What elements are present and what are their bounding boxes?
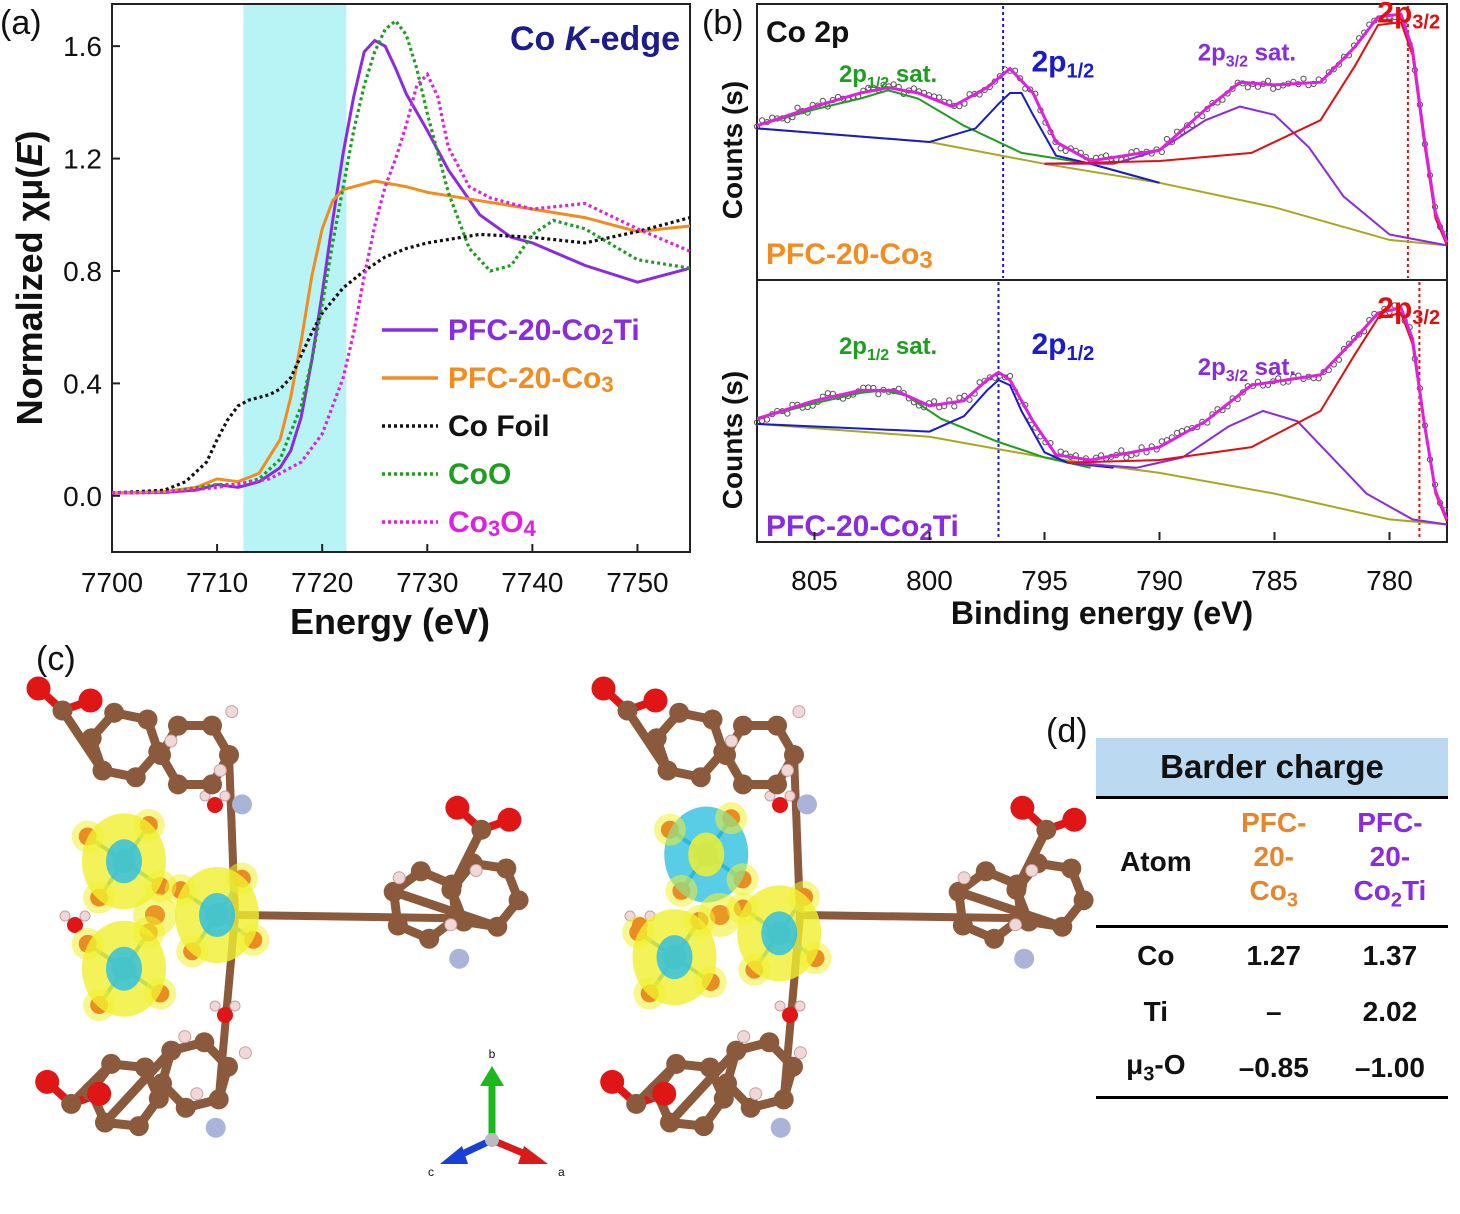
- data-point: [1301, 76, 1306, 81]
- axis-label-b: b: [489, 1047, 496, 1061]
- sample-label: PFC-20-Co3: [766, 238, 933, 274]
- peak-annotation: 2p3/2: [1377, 292, 1440, 329]
- xps-subplot-1: 2p1/2 sat. 2p1/2 2p3/2 sat. 2p3/2 PFC-20-Co2…: [754, 282, 1447, 546]
- x-tick-label: 780: [1366, 565, 1413, 596]
- legend-entry: Co3O4: [448, 506, 537, 541]
- y-axis-label-b-top: Counts (s): [717, 81, 748, 219]
- y-tick-label: 1.2: [63, 144, 102, 175]
- x-tick-label: 7700: [81, 567, 143, 598]
- panel-c-charge-density: (c) b c a: [27, 640, 1094, 1179]
- table-header: Barder charge: [1096, 738, 1448, 799]
- axis-label-c: c: [428, 1165, 434, 1179]
- bader-charge-table: Barder charge Atom PFC- 20- Co3 PFC- 20-…: [1096, 738, 1448, 1099]
- atom-cell: Co: [1096, 927, 1216, 985]
- legend-entry: CoO: [448, 458, 511, 491]
- y-axis-label-b-bottom: Counts (s): [717, 371, 748, 509]
- data-point: [795, 105, 800, 110]
- x-axis-label-a: Energy (eV): [290, 601, 490, 642]
- x-tick-label: 785: [1251, 565, 1298, 596]
- value-cell: –1.00: [1332, 1040, 1448, 1098]
- data-point: [825, 391, 830, 396]
- fit-component-3: [1068, 411, 1448, 525]
- plot-frame-a: [112, 4, 690, 552]
- peak-annotation: 2p3/2 sat.: [1198, 39, 1296, 70]
- value-cell: –: [1216, 984, 1332, 1040]
- series-group-a: [112, 21, 690, 493]
- value-cell: 2.02: [1332, 984, 1448, 1040]
- raw-data-points: [754, 14, 1447, 237]
- panel-label-c: (c): [36, 640, 76, 678]
- legend-entry: PFC-20-Co3: [448, 362, 614, 397]
- column-pfc-20-co2ti: PFC- 20- Co2Ti: [1332, 799, 1448, 927]
- fit-component-3: [1045, 107, 1448, 246]
- y-tick-label: 1.6: [63, 31, 102, 62]
- peak-annotation: 2p3/2 sat.: [1198, 354, 1296, 385]
- data-point: [1119, 448, 1124, 453]
- data-point: [765, 417, 770, 422]
- xps-subplot-0: 2p1/2 sat. 2p1/2 2p3/2 sat. 2p3/2 PFC-20-Co3: [754, 0, 1447, 278]
- table-row: Ti – 2.02: [1096, 984, 1448, 1040]
- crystal-axes-triad: b c a: [428, 1047, 565, 1179]
- x-tick-label: 805: [791, 565, 838, 596]
- data-point: [957, 395, 962, 400]
- table-column-header-row: Atom PFC- 20- Co3 PFC- 20- Co2Ti: [1096, 799, 1448, 927]
- x-tick-label: 7730: [396, 567, 458, 598]
- x-tick-label: 7740: [501, 567, 563, 598]
- table-row: μ3-O –0.85 –1.00: [1096, 1040, 1448, 1098]
- x-tick-label: 7710: [186, 567, 248, 598]
- table-row: Co 1.27 1.37: [1096, 927, 1448, 985]
- atom-cell: Ti: [1096, 984, 1216, 1040]
- value-cell: –0.85: [1216, 1040, 1332, 1098]
- column-pfc-20-co3: PFC- 20- Co3: [1216, 799, 1332, 927]
- sample-label: PFC-20-Co2Ti: [766, 510, 959, 546]
- data-point: [952, 404, 957, 409]
- legend-entry: PFC-20-Co2Ti: [448, 314, 640, 349]
- value-cell: 1.37: [1332, 927, 1448, 985]
- y-axis-label-a: Normalized χμ(E): [9, 131, 50, 426]
- x-tick-label: 790: [1136, 565, 1183, 596]
- series-line-2: [112, 218, 690, 493]
- panel-a-xanes-chart: (a) 7700 7710 7720 7730 7740 7750 0.0 0.4 0.8 1.…: [0, 4, 690, 642]
- xps-subplots: 2p1/2 sat. 2p1/2 2p3/2 sat. 2p3/2 PFC-20-Co3…: [754, 0, 1447, 546]
- legend-a: PFC-20-Co2Ti PFC-20-Co3 Co Foil CoO Co3O4: [382, 314, 640, 541]
- peak-annotation: 2p1/2 sat.: [839, 333, 937, 364]
- fit-component-0: [757, 128, 1447, 245]
- panel-b-xps-chart: (b) 2p1/2 sat. 2p1/2 2p3/2 sat. 2p3/2 PFC-20…: [702, 0, 1448, 631]
- panel-label-a: (a): [0, 4, 42, 42]
- value-cell: 1.27: [1216, 927, 1332, 985]
- molecular-structure-right: [592, 677, 1094, 1138]
- data-point: [1266, 78, 1271, 83]
- data-point: [1124, 455, 1129, 460]
- peak-annotation: 2p1/2: [1031, 45, 1094, 82]
- y-tick-label: 0.8: [63, 256, 102, 287]
- atom-cell: μ3-O: [1096, 1040, 1216, 1098]
- x-axis-label-b: Binding energy (eV): [951, 595, 1253, 631]
- y-tick-label: 0.4: [63, 368, 102, 399]
- panel-label-b: (b): [702, 4, 744, 42]
- molecular-structure-left: [27, 677, 529, 1138]
- chart-title-b: Co 2p: [766, 16, 849, 49]
- panel-label-d: (d): [1046, 712, 1088, 751]
- column-atom: Atom: [1096, 799, 1216, 927]
- x-tick-label: 795: [1021, 565, 1068, 596]
- data-point: [1245, 85, 1250, 90]
- data-point: [876, 392, 881, 397]
- series-line-4: [112, 74, 690, 493]
- fit-component-5: [757, 14, 1447, 242]
- peak-annotation: 2p1/2 sat.: [839, 61, 937, 92]
- data-point: [932, 399, 937, 404]
- legend-entry: Co Foil: [448, 410, 550, 443]
- shaded-region: [243, 4, 346, 552]
- chart-title-a: Co K-edge: [510, 20, 680, 58]
- data-point: [1271, 86, 1276, 91]
- x-tick-label: 7750: [606, 567, 668, 598]
- series-line-3: [112, 21, 690, 493]
- peak-annotation: 2p1/2: [1031, 328, 1094, 365]
- y-tick-label: 0.0: [63, 481, 102, 512]
- axis-label-a: a: [558, 1165, 565, 1179]
- data-point: [1058, 449, 1063, 454]
- x-tick-label: 800: [906, 565, 953, 596]
- x-tick-label: 7720: [291, 567, 353, 598]
- charge-isosurfaces: [72, 809, 270, 1021]
